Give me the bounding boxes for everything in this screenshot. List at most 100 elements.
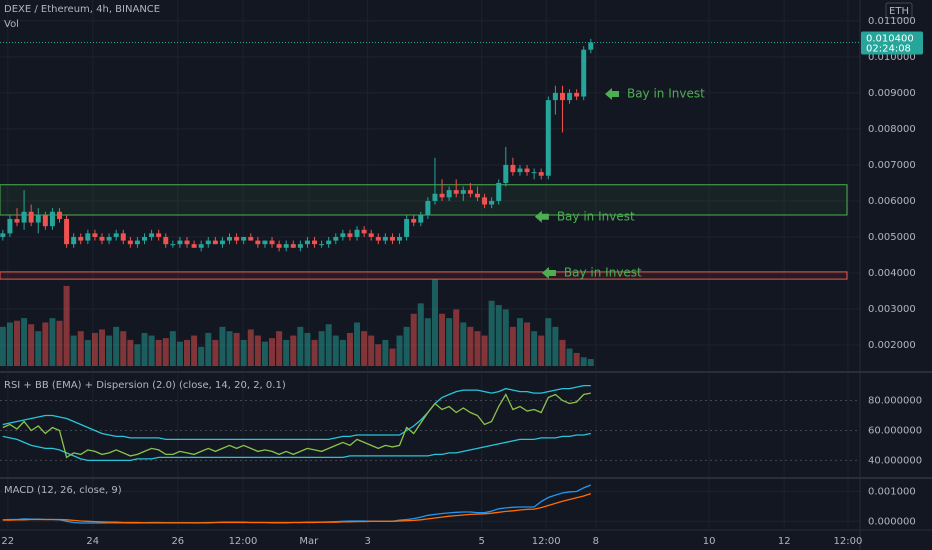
volume-bar [269,338,276,366]
volume-bar [233,332,240,366]
candle-body [510,164,516,173]
indicator-line [2,432,591,462]
volume-bar [120,331,127,366]
candle-body [446,190,452,198]
volume-bar [35,331,42,366]
volume-bar [134,344,141,366]
candle-body [35,215,41,223]
volume-bar [0,326,6,366]
volume-bar [474,331,481,366]
y-tick-label: 0.000000 [868,516,916,527]
x-tick-label: 26 [171,536,184,547]
volume-bar [127,339,134,366]
candle-body [453,190,459,194]
volume-bar [325,324,332,366]
candle-body [198,244,204,248]
volume-bar [424,318,431,366]
candle-body [106,236,112,241]
volume-bar [198,346,205,366]
x-tick-label: 12:00 [834,536,863,547]
volume-bar [155,339,162,366]
candle-body [574,92,580,97]
volume-bar [431,279,438,366]
volume-bar [240,339,247,366]
volume-bar [311,339,318,366]
volume-bar [573,352,580,366]
indicator-line [2,492,592,524]
indicator-line [2,384,591,441]
volume-bar [318,331,325,366]
currency[interactable]: ETH [889,6,909,17]
candle-body [177,240,183,245]
candle-body [375,236,381,241]
candle-body [418,215,424,223]
volume-bar [254,335,261,366]
candle-body [85,233,91,241]
candle-body [517,168,523,173]
x-tick-label: 22 [1,536,14,547]
countdown: 02:24:08 [866,43,911,54]
volume-bar [354,322,361,366]
x-tick-label: 5 [479,536,485,547]
candle-body [49,211,55,227]
volume-bar [283,339,290,366]
candle-body [290,244,296,248]
volume-bar [389,348,396,366]
candle-body [432,193,438,201]
volume-bar [580,357,587,366]
y-tick-label: 60.000000 [868,425,922,436]
volume-bar [382,339,389,366]
candle-body [170,244,176,246]
candle-body [120,233,126,241]
volume-bar [396,335,403,366]
y-tick-label: 0.011000 [868,16,916,27]
candle-body [64,218,70,245]
y-tick-label: 80.000000 [868,396,922,407]
y-tick-label: 0.007000 [868,160,916,171]
x-tick-label: 24 [86,536,99,547]
candle-body [326,240,332,245]
volume-bar [509,326,516,366]
x-tick-label: 8 [593,536,599,547]
annotation-arrow [541,266,556,279]
volume-bar [375,344,382,366]
candle-body [255,240,261,245]
volume-bar [290,335,297,366]
candle-body [184,240,190,245]
currency-box[interactable] [885,2,913,19]
macd-title: MACD (12, 26, close, 9) [4,485,122,496]
candle-body [531,172,537,174]
candle-body [28,211,34,223]
candle-body [7,218,13,234]
candle-body [57,211,63,219]
volume-bar [212,339,219,366]
y-tick-label: 0.005000 [868,232,916,243]
candle-body [92,233,98,237]
candle-body [42,215,48,227]
volume-bar [439,313,446,366]
candle-body [156,233,162,237]
volume-bar [502,309,509,366]
candle-body [460,190,466,194]
candle-body [368,233,374,237]
annotation-text: Bay in Invest [627,86,705,100]
volume-bar [77,331,84,366]
candle-body [425,200,431,216]
y-tick-label: 0.001000 [868,487,916,498]
volume-bar [169,331,176,366]
candle-body [340,233,346,237]
volume-bar [403,326,410,366]
candle-body [149,233,155,237]
volume-bar [63,285,70,366]
candle-body [581,49,587,97]
candle-body [14,218,20,223]
candle-body [205,240,211,245]
volume-bar [481,335,488,366]
candle-body [297,244,303,248]
volume-bar [184,339,191,366]
volume-bar [304,332,311,366]
candle-body [319,244,325,246]
volume-bar [276,331,283,366]
annotation-arrow [534,210,549,223]
candle-body [538,172,544,176]
